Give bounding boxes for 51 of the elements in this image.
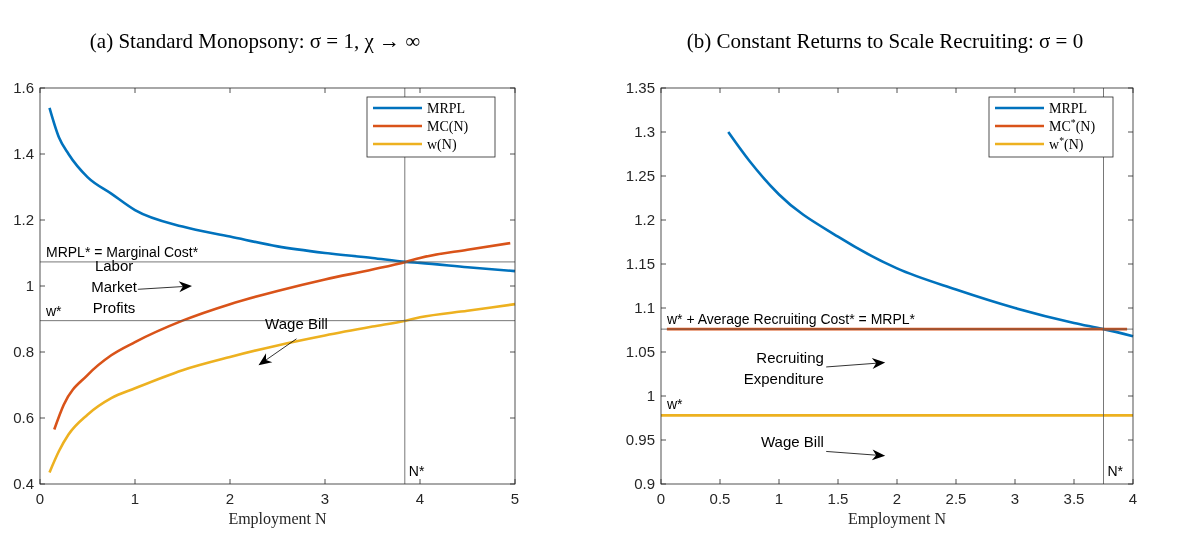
ref-line-label: N* bbox=[408, 463, 425, 479]
x-tick-label: 2 bbox=[892, 490, 902, 507]
y-tick-label: 1.25 bbox=[625, 167, 655, 184]
y-tick-label: 0.95 bbox=[625, 431, 655, 448]
x-axis-title: Employment N bbox=[228, 510, 328, 528]
y-tick-label: 0.4 bbox=[13, 475, 34, 492]
x-tick-label: 0 bbox=[656, 490, 666, 507]
ref-line-label: w* bbox=[45, 302, 63, 319]
x-tick-label: 3.5 bbox=[1063, 490, 1085, 507]
annotation: w* bbox=[665, 396, 684, 413]
x-axis-title: Employment N bbox=[847, 510, 947, 528]
x-tick-label: 3 bbox=[1010, 490, 1020, 507]
y-tick-label: 0.8 bbox=[13, 343, 34, 360]
x-tick-label: 5 bbox=[510, 490, 520, 507]
legend-label: MRPL bbox=[427, 101, 466, 116]
y-tick-label: 1.3 bbox=[634, 123, 655, 140]
annotation: Wage Bill bbox=[265, 314, 328, 332]
y-tick-label: 1.35 bbox=[625, 79, 655, 96]
y-tick-label: 1.1 bbox=[634, 299, 655, 316]
legend-label: MC(N) bbox=[427, 119, 469, 135]
legend-label: MC$^{*}$(N) bbox=[1049, 116, 1096, 135]
annotation: Wage Bill bbox=[761, 433, 824, 451]
y-tick-label: 0.6 bbox=[13, 409, 34, 426]
legend-label: w$^{*}$(N) bbox=[1049, 134, 1084, 153]
x-tick-label: 2 bbox=[225, 490, 235, 507]
y-tick-label: 1 bbox=[646, 387, 655, 404]
y-tick-label: 1.2 bbox=[634, 211, 655, 228]
x-tick-label: 1 bbox=[130, 490, 140, 507]
legend-label: MRPL bbox=[1049, 101, 1088, 116]
y-tick-label: 1.05 bbox=[625, 343, 655, 360]
ref-line-label: w* + Average Recruiting Cost* = MRPL* bbox=[666, 311, 916, 328]
x-tick-label: 3 bbox=[320, 490, 330, 507]
y-tick-label: 1.2 bbox=[13, 211, 34, 228]
annotation: Recruiting Expenditure bbox=[743, 348, 824, 387]
x-tick-label: 2.5 bbox=[945, 490, 967, 507]
chart-title: (b) Constant Returns to Scale Recruiting: σ = 0 bbox=[686, 29, 1084, 53]
y-tick-label: 0.9 bbox=[634, 475, 655, 492]
ref-line-label: MRPL* = Marginal Cost* bbox=[46, 243, 199, 260]
x-tick-label: 1.5 bbox=[827, 490, 849, 507]
y-tick-label: 1.4 bbox=[13, 145, 34, 162]
x-tick-label: 0 bbox=[35, 490, 45, 507]
y-tick-label: 1.6 bbox=[13, 79, 34, 96]
y-tick-label: 1.15 bbox=[625, 255, 655, 272]
x-tick-label: 0.5 bbox=[709, 490, 731, 507]
y-tick-label: 1 bbox=[25, 277, 34, 294]
chart-title: (a) Standard Monopsony: σ = 1, χ → ∞ bbox=[89, 29, 421, 53]
x-tick-label: 4 bbox=[1128, 490, 1138, 507]
x-tick-label: 4 bbox=[415, 490, 425, 507]
x-tick-label: 1 bbox=[774, 490, 784, 507]
legend-label: w(N) bbox=[427, 137, 457, 153]
ref-line-label: N* bbox=[1107, 463, 1124, 479]
